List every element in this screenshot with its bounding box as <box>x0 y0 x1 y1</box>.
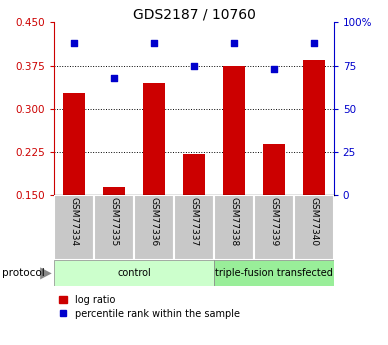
Point <box>151 40 157 46</box>
Bar <box>183 154 205 195</box>
Bar <box>134 195 174 260</box>
Text: GSM77340: GSM77340 <box>309 197 318 246</box>
Text: triple-fusion transfected: triple-fusion transfected <box>215 268 333 278</box>
Bar <box>263 144 285 195</box>
Bar <box>214 260 334 286</box>
Polygon shape <box>40 267 52 279</box>
Bar <box>214 195 254 260</box>
Text: protocol: protocol <box>2 268 45 278</box>
Bar <box>103 187 125 195</box>
Text: GSM77338: GSM77338 <box>229 197 238 246</box>
Point <box>311 40 317 46</box>
Bar <box>143 83 165 195</box>
Text: GSM77335: GSM77335 <box>110 197 119 246</box>
Point <box>191 63 197 68</box>
Text: GSM77336: GSM77336 <box>150 197 159 246</box>
Point <box>111 75 117 80</box>
Bar <box>54 260 214 286</box>
Bar <box>54 195 94 260</box>
Title: GDS2187 / 10760: GDS2187 / 10760 <box>133 7 255 21</box>
Point <box>71 40 77 46</box>
Text: GSM77337: GSM77337 <box>189 197 199 246</box>
Bar <box>294 195 334 260</box>
Point <box>231 40 237 46</box>
Bar <box>174 195 214 260</box>
Text: GSM77334: GSM77334 <box>70 197 79 246</box>
Legend: log ratio, percentile rank within the sample: log ratio, percentile rank within the sa… <box>59 295 240 318</box>
Bar <box>303 60 325 195</box>
Bar <box>223 66 245 195</box>
Bar <box>254 195 294 260</box>
Text: control: control <box>117 268 151 278</box>
Point <box>271 66 277 72</box>
Bar <box>94 195 134 260</box>
Text: GSM77339: GSM77339 <box>269 197 278 246</box>
Bar <box>63 92 85 195</box>
